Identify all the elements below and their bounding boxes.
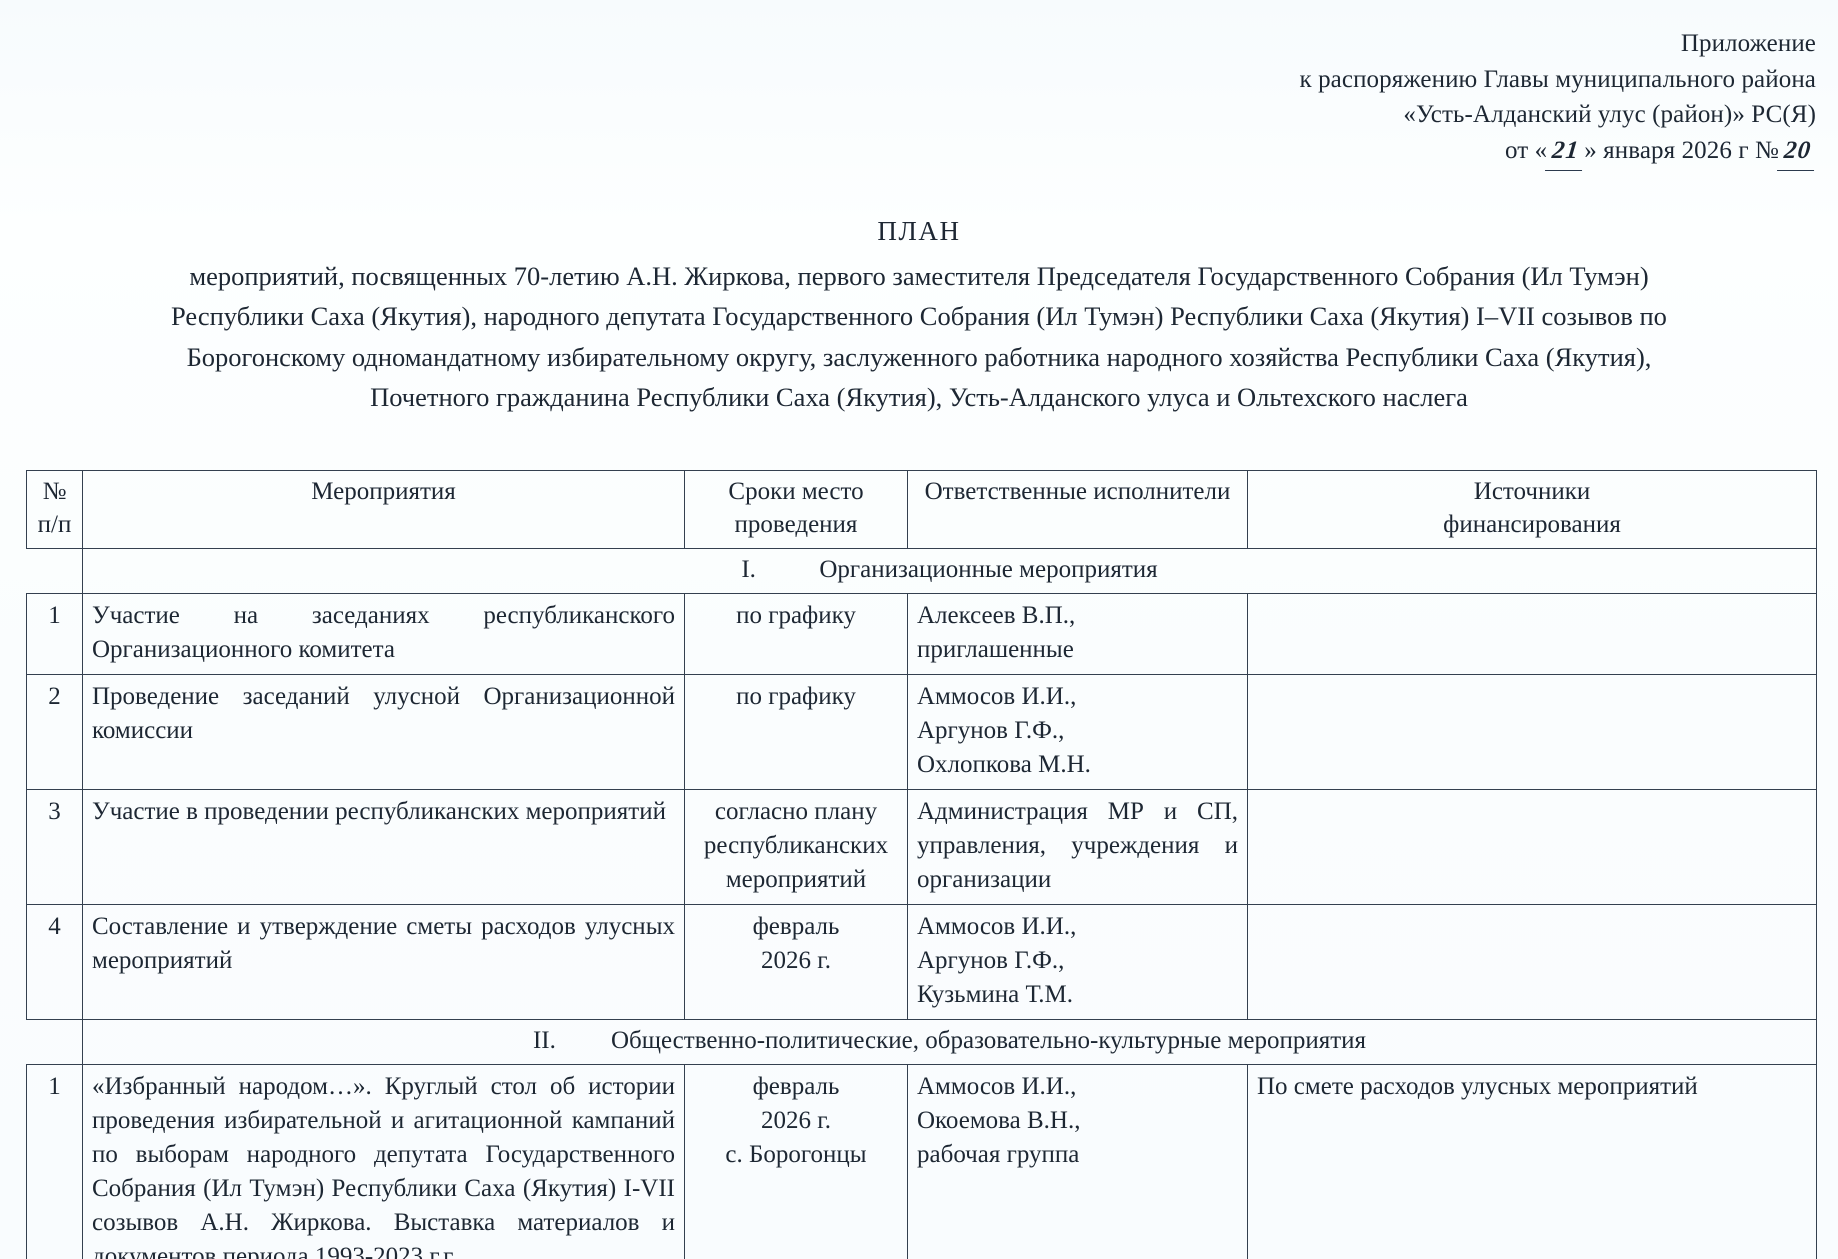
- column-header-funding: Источники финансирования: [1247, 470, 1817, 549]
- row-responsible: Аммосов И.И., Окоемова В.Н., рабочая гру…: [907, 1064, 1248, 1259]
- column-header-funding-l2: финансирования: [1443, 510, 1621, 538]
- section-header-row: II. Общественно-политические, образовател…: [26, 1019, 1817, 1065]
- section-numeral: II.: [532, 1027, 556, 1054]
- row-responsible: Администрация МР и СП, управления, учреж…: [907, 789, 1248, 905]
- row-date-line: февраль: [752, 1073, 840, 1100]
- title-line-2: Республики Саха (Якутия), народного депу…: [171, 301, 1667, 332]
- row-responsible-line: Аммосов И.И.,: [917, 913, 1077, 940]
- row-event: Участие на заседаниях республиканского О…: [82, 593, 685, 675]
- handwritten-doc-number: 20: [1777, 132, 1818, 170]
- row-number: 3: [26, 789, 83, 905]
- table-row: 3 Участие в проведении республиканских м…: [26, 789, 1817, 905]
- page-title: ПЛАН: [877, 216, 961, 246]
- row-funding: [1247, 904, 1817, 1020]
- row-funding: По смете расходов улусных мероприятий: [1247, 1064, 1817, 1259]
- section-title-text: Организационные мероприятия: [819, 556, 1158, 583]
- row-number: 4: [26, 904, 83, 1020]
- row-number: 1: [26, 1064, 83, 1259]
- row-responsible-line: Окоемова В.Н.,: [917, 1107, 1081, 1134]
- row-date: по графику: [684, 674, 908, 790]
- plan-table-container: № п/п Мероприятия Сроки место проведения…: [26, 470, 1817, 1259]
- row-date-line: 2026 г.: [761, 947, 831, 974]
- date-prefix: от «: [1504, 136, 1548, 164]
- section-title-text: Общественно-политические, образовательно…: [610, 1027, 1367, 1054]
- row-event: «Избранный народом…». Круглый стол об ис…: [82, 1064, 685, 1259]
- column-header-dates: Сроки место проведения: [684, 470, 908, 549]
- row-responsible-line: Аммосов И.И.,: [917, 1073, 1077, 1100]
- row-event: Участие в проведении республиканских мер…: [82, 789, 685, 905]
- column-header-number-l1: №: [42, 478, 67, 505]
- header-line-3: «Усть-Алданский улус (район)» РС(Я): [1403, 101, 1816, 128]
- plan-table: № п/п Мероприятия Сроки место проведения…: [26, 470, 1817, 1259]
- handwritten-day: 21: [1545, 132, 1587, 170]
- column-header-responsible-l1: Ответственные исполнители: [924, 478, 1231, 505]
- row-number: 2: [26, 674, 83, 790]
- section-spacer-cell: [26, 1019, 83, 1065]
- row-funding: [1247, 674, 1817, 790]
- title-line-4: Почетного гражданина Республики Саха (Як…: [370, 381, 1468, 412]
- title-line-3: Борогонскому одномандатному избирательно…: [186, 341, 1652, 372]
- column-header-number-l2: п/п: [37, 510, 72, 538]
- row-event: Составление и утверждение сметы расходов…: [82, 904, 685, 1020]
- row-date: согласно плану республиканских мероприят…: [684, 789, 908, 905]
- row-date: февраль 2026 г. с. Борогонцы: [684, 1064, 908, 1259]
- section-header-row: I. Организационные мероприятия: [26, 548, 1817, 594]
- section-title-inner: I. Организационные мероприятия: [741, 553, 1157, 587]
- header-line-2: к распоряжению Главы муниципального райо…: [1299, 65, 1816, 93]
- column-header-dates-l2: проведения: [734, 510, 858, 538]
- row-funding: [1247, 789, 1817, 905]
- row-responsible-line: приглашенные: [917, 636, 1074, 663]
- row-date-line: по графику: [736, 683, 856, 710]
- row-date-line: республиканских: [703, 832, 889, 859]
- row-responsible-line: рабочая группа: [917, 1141, 1080, 1168]
- section-spacer-cell: [26, 548, 83, 594]
- row-responsible-line: Охлопкова М.Н.: [917, 751, 1091, 778]
- row-date-line: по графику: [736, 602, 856, 629]
- row-responsible-line: Алексеев В.П.,: [917, 602, 1076, 629]
- row-responsible-line: Аргунов Г.Ф.,: [917, 717, 1065, 744]
- table-header-row: № п/п Мероприятия Сроки место проведения…: [26, 470, 1817, 549]
- row-number: 1: [26, 593, 83, 675]
- column-header-number: № п/п: [26, 470, 83, 549]
- row-date-line: с. Борогонцы: [725, 1141, 867, 1168]
- date-middle: » января 2026 г №: [1584, 136, 1779, 164]
- row-funding: [1247, 593, 1817, 675]
- row-date: февраль 2026 г.: [684, 904, 908, 1020]
- document-header: Приложение к распоряжению Главы муниципа…: [1116, 26, 1818, 170]
- header-date-line: от «21» января 2026 г № 20: [1116, 132, 1818, 170]
- row-responsible: Алексеев В.П., приглашенные: [907, 593, 1248, 675]
- row-date-line: февраль: [752, 913, 840, 940]
- section-title-cell: I. Организационные мероприятия: [82, 548, 1817, 594]
- row-responsible-line: Аргунов Г.Ф.,: [917, 947, 1065, 974]
- title-block: ПЛАН мероприятий, посвященных 70-летию А…: [44, 216, 1794, 417]
- table-row: 1 Участие на заседаниях республиканского…: [26, 593, 1817, 675]
- row-responsible: Аммосов И.И., Аргунов Г.Ф., Кузьмина Т.М…: [907, 904, 1248, 1020]
- row-date: по графику: [684, 593, 908, 675]
- row-responsible-line: Кузьмина Т.М.: [917, 981, 1073, 1008]
- row-responsible: Аммосов И.И., Аргунов Г.Ф., Охлопкова М.…: [907, 674, 1248, 790]
- column-header-funding-l1: Источники: [1473, 478, 1591, 505]
- table-row: 2 Проведение заседаний улусной Организац…: [26, 674, 1817, 790]
- header-line-1: Приложение: [1680, 30, 1816, 57]
- column-header-dates-l1: Сроки место: [728, 478, 864, 505]
- row-date-line: согласно плану: [714, 798, 878, 825]
- table-row: 4 Составление и утверждение сметы расход…: [26, 904, 1817, 1020]
- row-date-line: мероприятий: [725, 866, 867, 893]
- section-title-inner: II. Общественно-политические, образовател…: [533, 1024, 1366, 1058]
- column-header-events: Мероприятия: [82, 470, 685, 549]
- row-date-line: 2026 г.: [761, 1107, 831, 1134]
- column-header-events-l1: Мероприятия: [311, 478, 456, 505]
- row-responsible-line: Аммосов И.И.,: [917, 683, 1077, 710]
- row-event: Проведение заседаний улусной Организацио…: [82, 674, 685, 790]
- table-row: 1 «Избранный народом…». Круглый стол об …: [26, 1064, 1817, 1259]
- section-title-cell: II. Общественно-политические, образовател…: [82, 1019, 1817, 1065]
- column-header-responsible: Ответственные исполнители: [907, 470, 1248, 549]
- section-numeral: I.: [741, 556, 756, 583]
- title-line-1: мероприятий, посвященных 70-летию А.Н. Ж…: [189, 261, 1649, 291]
